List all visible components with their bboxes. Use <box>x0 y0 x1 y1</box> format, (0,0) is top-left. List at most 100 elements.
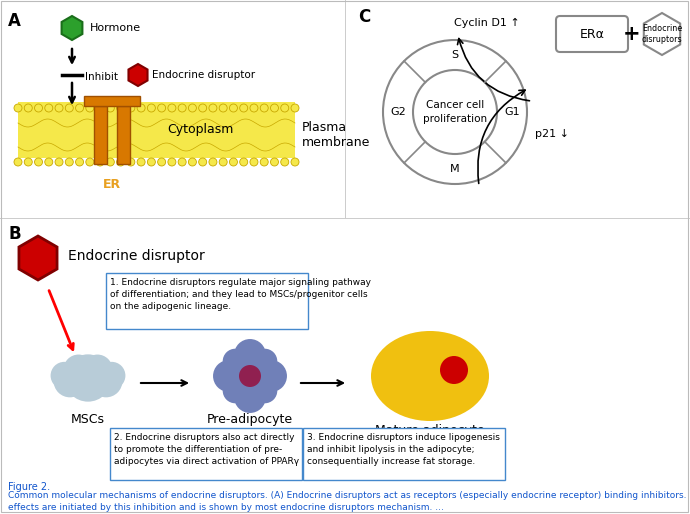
Circle shape <box>440 356 468 384</box>
Circle shape <box>127 104 135 112</box>
Circle shape <box>50 362 78 390</box>
Circle shape <box>252 348 277 374</box>
Circle shape <box>86 158 94 166</box>
Text: Cyclin D1 ↑: Cyclin D1 ↑ <box>454 18 520 28</box>
Circle shape <box>90 364 122 397</box>
Circle shape <box>157 104 166 112</box>
Text: ERα: ERα <box>580 28 604 41</box>
FancyBboxPatch shape <box>18 102 295 158</box>
Circle shape <box>230 158 237 166</box>
Text: Endocrine disruptor: Endocrine disruptor <box>152 70 255 80</box>
Text: G2: G2 <box>390 107 406 117</box>
Text: Endocrine
disruptors: Endocrine disruptors <box>642 24 682 44</box>
Text: Pre-adipocyte: Pre-adipocyte <box>207 413 293 426</box>
FancyBboxPatch shape <box>84 96 140 106</box>
Circle shape <box>219 104 227 112</box>
Circle shape <box>117 158 125 166</box>
Circle shape <box>76 104 83 112</box>
Text: ER: ER <box>103 178 121 191</box>
FancyBboxPatch shape <box>556 16 628 52</box>
Circle shape <box>24 158 32 166</box>
Text: Cancer cell
proliferation: Cancer cell proliferation <box>423 100 487 123</box>
Circle shape <box>281 158 288 166</box>
Circle shape <box>137 104 145 112</box>
Circle shape <box>168 104 176 112</box>
Text: G1: G1 <box>504 107 520 117</box>
FancyBboxPatch shape <box>117 106 130 164</box>
Circle shape <box>219 158 227 166</box>
Circle shape <box>281 104 288 112</box>
Circle shape <box>291 104 299 112</box>
Text: 1. Endocrine disruptors regulate major signaling pathway
of differentiation; and: 1. Endocrine disruptors regulate major s… <box>110 278 371 310</box>
Circle shape <box>64 354 112 401</box>
Circle shape <box>66 158 73 166</box>
Circle shape <box>199 104 207 112</box>
Text: Mature adipocyte: Mature adipocyte <box>375 424 485 437</box>
Text: M: M <box>450 164 460 174</box>
Text: p21 ↓: p21 ↓ <box>535 129 569 139</box>
Text: Endocrine disruptor: Endocrine disruptor <box>68 249 205 263</box>
Circle shape <box>96 158 104 166</box>
Circle shape <box>137 158 145 166</box>
Circle shape <box>45 158 52 166</box>
Polygon shape <box>61 16 82 40</box>
Circle shape <box>178 104 186 112</box>
Text: Plasma
membrane: Plasma membrane <box>302 121 371 149</box>
Circle shape <box>250 104 258 112</box>
Circle shape <box>239 104 248 112</box>
Circle shape <box>86 104 94 112</box>
Circle shape <box>223 348 248 374</box>
FancyBboxPatch shape <box>106 273 308 329</box>
Text: Inhibit: Inhibit <box>85 72 118 82</box>
Circle shape <box>270 104 279 112</box>
Circle shape <box>148 158 155 166</box>
FancyBboxPatch shape <box>94 106 107 164</box>
Circle shape <box>227 353 273 399</box>
Text: Common molecular mechanisms of endocrine disruptors. (A) Endocrine disruptors ac: Common molecular mechanisms of endocrine… <box>8 491 690 512</box>
Circle shape <box>34 104 43 112</box>
Circle shape <box>76 158 83 166</box>
FancyBboxPatch shape <box>303 428 505 480</box>
Circle shape <box>209 158 217 166</box>
Circle shape <box>14 104 22 112</box>
Circle shape <box>98 362 126 390</box>
Circle shape <box>239 158 248 166</box>
Circle shape <box>82 355 112 384</box>
Circle shape <box>14 158 22 166</box>
Circle shape <box>255 360 287 392</box>
Circle shape <box>239 365 261 387</box>
Circle shape <box>55 158 63 166</box>
Circle shape <box>213 360 245 392</box>
Text: Hormone: Hormone <box>90 23 141 33</box>
Circle shape <box>148 104 155 112</box>
Circle shape <box>168 158 176 166</box>
Circle shape <box>199 158 207 166</box>
Circle shape <box>270 158 279 166</box>
Circle shape <box>230 104 237 112</box>
Circle shape <box>96 104 104 112</box>
Text: MSCs: MSCs <box>71 413 105 426</box>
Polygon shape <box>644 13 680 55</box>
Circle shape <box>127 158 135 166</box>
Text: C: C <box>358 8 371 26</box>
Text: 3. Endocrine disruptors induce lipogenesis
and inhibit lipolysis in the adipocyt: 3. Endocrine disruptors induce lipogenes… <box>307 433 500 466</box>
Text: S: S <box>451 50 459 60</box>
Circle shape <box>157 158 166 166</box>
Circle shape <box>45 104 52 112</box>
Circle shape <box>178 158 186 166</box>
Circle shape <box>383 40 527 184</box>
Text: +: + <box>623 24 641 44</box>
Circle shape <box>34 158 43 166</box>
Circle shape <box>188 158 197 166</box>
Circle shape <box>234 339 266 371</box>
Circle shape <box>117 104 125 112</box>
Text: Figure 2.: Figure 2. <box>8 482 50 492</box>
Circle shape <box>55 104 63 112</box>
Text: A: A <box>8 12 21 30</box>
Circle shape <box>54 364 86 397</box>
Circle shape <box>223 378 248 403</box>
Text: Cytoplasm: Cytoplasm <box>167 123 233 137</box>
Text: B: B <box>8 225 21 243</box>
Circle shape <box>209 104 217 112</box>
Circle shape <box>260 104 268 112</box>
